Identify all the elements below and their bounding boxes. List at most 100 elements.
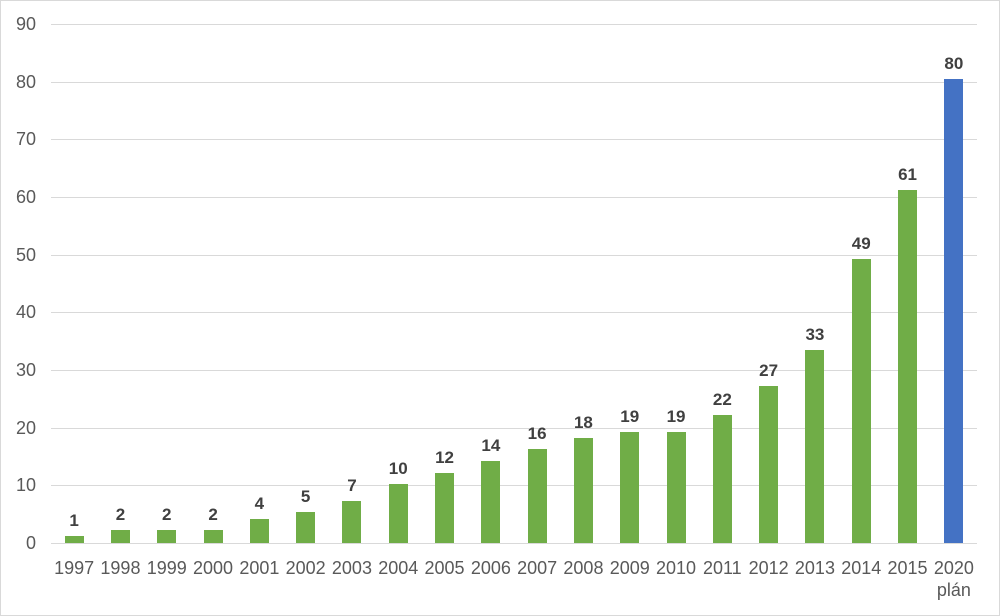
x-axis-tick-label-line: plán	[936, 580, 971, 600]
bar-value-label: 33	[805, 325, 825, 345]
x-axis-tick-label-line: 2005	[424, 558, 465, 578]
x-axis-tick-label-line: 2012	[748, 558, 789, 578]
x-axis-tick-label-line: 2004	[378, 558, 419, 578]
x-axis-tick-label-line: 2002	[285, 558, 326, 578]
x-axis-tick-label: 2008	[555, 557, 611, 579]
bar-value-label: 16	[527, 424, 547, 443]
bar-2015	[898, 190, 918, 543]
bar-2010	[666, 431, 686, 543]
x-axis-tick-label: 2012	[741, 557, 797, 579]
bar-2007	[527, 449, 547, 543]
bar-value-label: 14	[481, 435, 501, 455]
gridline	[51, 197, 977, 198]
bar-2020-plán	[944, 79, 964, 543]
bar-1999	[157, 529, 177, 543]
x-axis-tick-label-line: 2006	[470, 558, 511, 578]
y-axis-tick-label: 80	[15, 71, 36, 92]
x-axis-tick-label-line: 1999	[146, 558, 187, 578]
x-axis-tick-label-line: 1997	[54, 558, 95, 578]
bar-value-label: 2	[162, 504, 172, 524]
x-axis-tick-label: 2000	[185, 557, 241, 579]
bar-value-label: 22	[712, 389, 732, 409]
y-axis-tick-label: 30	[15, 360, 36, 380]
y-axis-tick-label: 60	[15, 187, 36, 207]
x-axis-tick-label: 2011	[694, 557, 750, 579]
bar-2013	[805, 350, 825, 543]
bar-value-label: 12	[435, 447, 454, 467]
bar-value-label: 2	[208, 504, 218, 524]
x-axis-tick-label-line: 2000	[193, 558, 234, 578]
x-axis-tick-label-line: 2007	[517, 558, 558, 578]
bar-2014	[851, 258, 871, 543]
x-axis-tick-label-line: 2009	[609, 558, 650, 578]
y-axis-tick-label: 10	[15, 475, 36, 496]
bar-2009	[620, 431, 640, 543]
gridline	[51, 139, 977, 141]
gridline	[51, 370, 977, 371]
bar-1997	[64, 535, 84, 543]
x-axis-tick-label-line: 2015	[887, 558, 928, 578]
x-axis-tick-label: 2009	[602, 557, 658, 579]
bar-value-label: 49	[851, 233, 871, 253]
bar-2000	[203, 529, 223, 543]
bar-value-label: 18	[573, 413, 593, 433]
bar-2011	[712, 414, 732, 543]
bar-value-label: 5	[300, 487, 311, 507]
x-axis-tick-label: 2006	[463, 557, 519, 579]
x-axis-tick-label: 2004	[370, 557, 426, 579]
gridline	[51, 81, 977, 83]
x-axis-tick-label-line: 2011	[702, 558, 742, 578]
x-axis-tick-label: 2001	[231, 557, 287, 579]
gridline	[51, 485, 977, 487]
bar-2012	[759, 385, 779, 543]
x-axis-tick-label: 2002	[278, 557, 334, 579]
gridline	[51, 312, 977, 314]
y-axis-tick-label: 90	[15, 14, 36, 34]
y-axis-tick-label: 50	[15, 244, 36, 265]
y-axis-tick-label: 0	[25, 533, 36, 553]
x-axis-tick-label: 2014	[833, 557, 889, 579]
x-axis-tick-label-line: 2010	[656, 558, 697, 578]
x-axis-tick-label: 2015	[880, 557, 936, 579]
y-axis-tick-label: 40	[15, 302, 36, 323]
y-axis-tick-label: 70	[15, 129, 36, 150]
y-axis-tick-label: 20	[15, 417, 36, 438]
x-axis-tick-label: 2020 plán	[926, 557, 982, 601]
bar-value-label: 4	[254, 493, 265, 513]
x-axis-tick-label-line: 2013	[794, 558, 835, 578]
x-axis-tick-label-line: 2001	[239, 558, 280, 578]
x-axis-tick-label-line: 2020	[933, 558, 974, 578]
x-axis-tick-label: 1998	[92, 557, 148, 579]
bar-value-label: 2	[115, 504, 126, 524]
x-axis-line	[51, 543, 977, 544]
x-axis-tick-label: 2007	[509, 557, 565, 579]
bar-2003	[342, 500, 362, 543]
x-axis-tick-label-line: 2014	[841, 558, 882, 578]
bar-value-label: 10	[388, 458, 408, 478]
bar-value-label: 27	[759, 360, 779, 380]
bar-value-label: 7	[347, 475, 357, 495]
bar-value-label: 61	[898, 165, 917, 185]
x-axis-tick-label: 2005	[417, 557, 473, 579]
bar-2008	[573, 438, 593, 543]
bar-2006	[481, 460, 501, 543]
gridline	[51, 254, 977, 256]
x-axis-tick-label: 2013	[787, 557, 843, 579]
gridline	[51, 24, 977, 25]
bar-2002	[296, 512, 316, 543]
x-axis-tick-label: 1999	[139, 557, 195, 579]
x-axis-tick-label: 2010	[648, 557, 704, 579]
x-axis-tick-label-line: 2008	[563, 558, 604, 578]
bar-2005	[435, 472, 455, 543]
x-axis-tick-label: 2003	[324, 557, 380, 579]
bar-1998	[110, 529, 130, 543]
bar-value-label: 19	[666, 406, 686, 426]
x-axis-tick-label: 1997	[46, 557, 102, 579]
bar-2001	[249, 518, 269, 543]
bar-value-label: 80	[944, 54, 964, 74]
bar-value-label: 1	[69, 510, 79, 530]
gridline	[51, 427, 977, 429]
x-axis-tick-label-line: 2003	[331, 558, 372, 578]
bar-value-label: 19	[620, 406, 640, 426]
